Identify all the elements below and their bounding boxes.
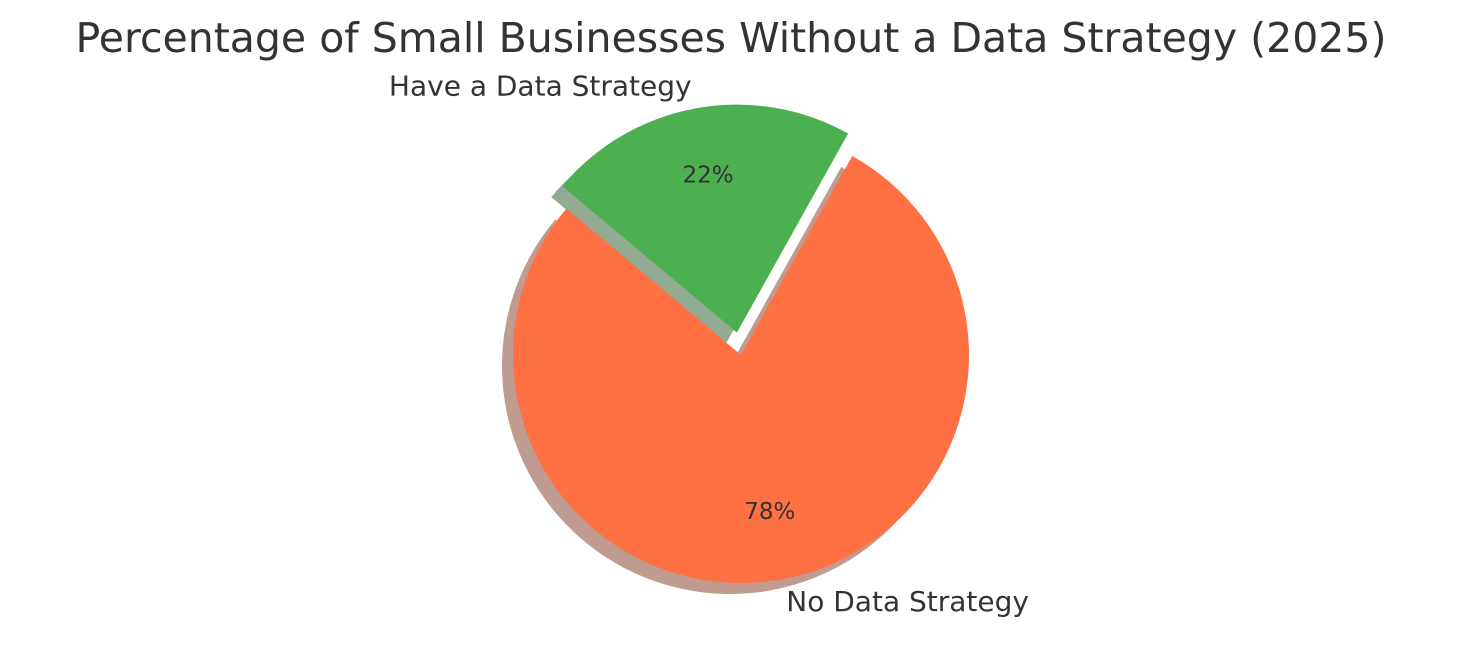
slice-label-have-a-data-strategy: Have a Data Strategy	[389, 69, 692, 102]
slice-percent-have-a-data-strategy: 22%	[683, 163, 734, 189]
slice-percent-no-data-strategy: 78%	[744, 499, 795, 525]
pie-slices	[513, 104, 969, 584]
slice-no-data-strategy	[513, 155, 969, 584]
slice-label-no-data-strategy: No Data Strategy	[786, 585, 1029, 618]
pie-labels: No Data Strategy 78% Have a Data Strategy 2…	[389, 69, 1029, 618]
chart-title: Percentage of Small Businesses Without a…	[75, 14, 1387, 62]
slice-have-a-data-strategy	[562, 104, 849, 333]
